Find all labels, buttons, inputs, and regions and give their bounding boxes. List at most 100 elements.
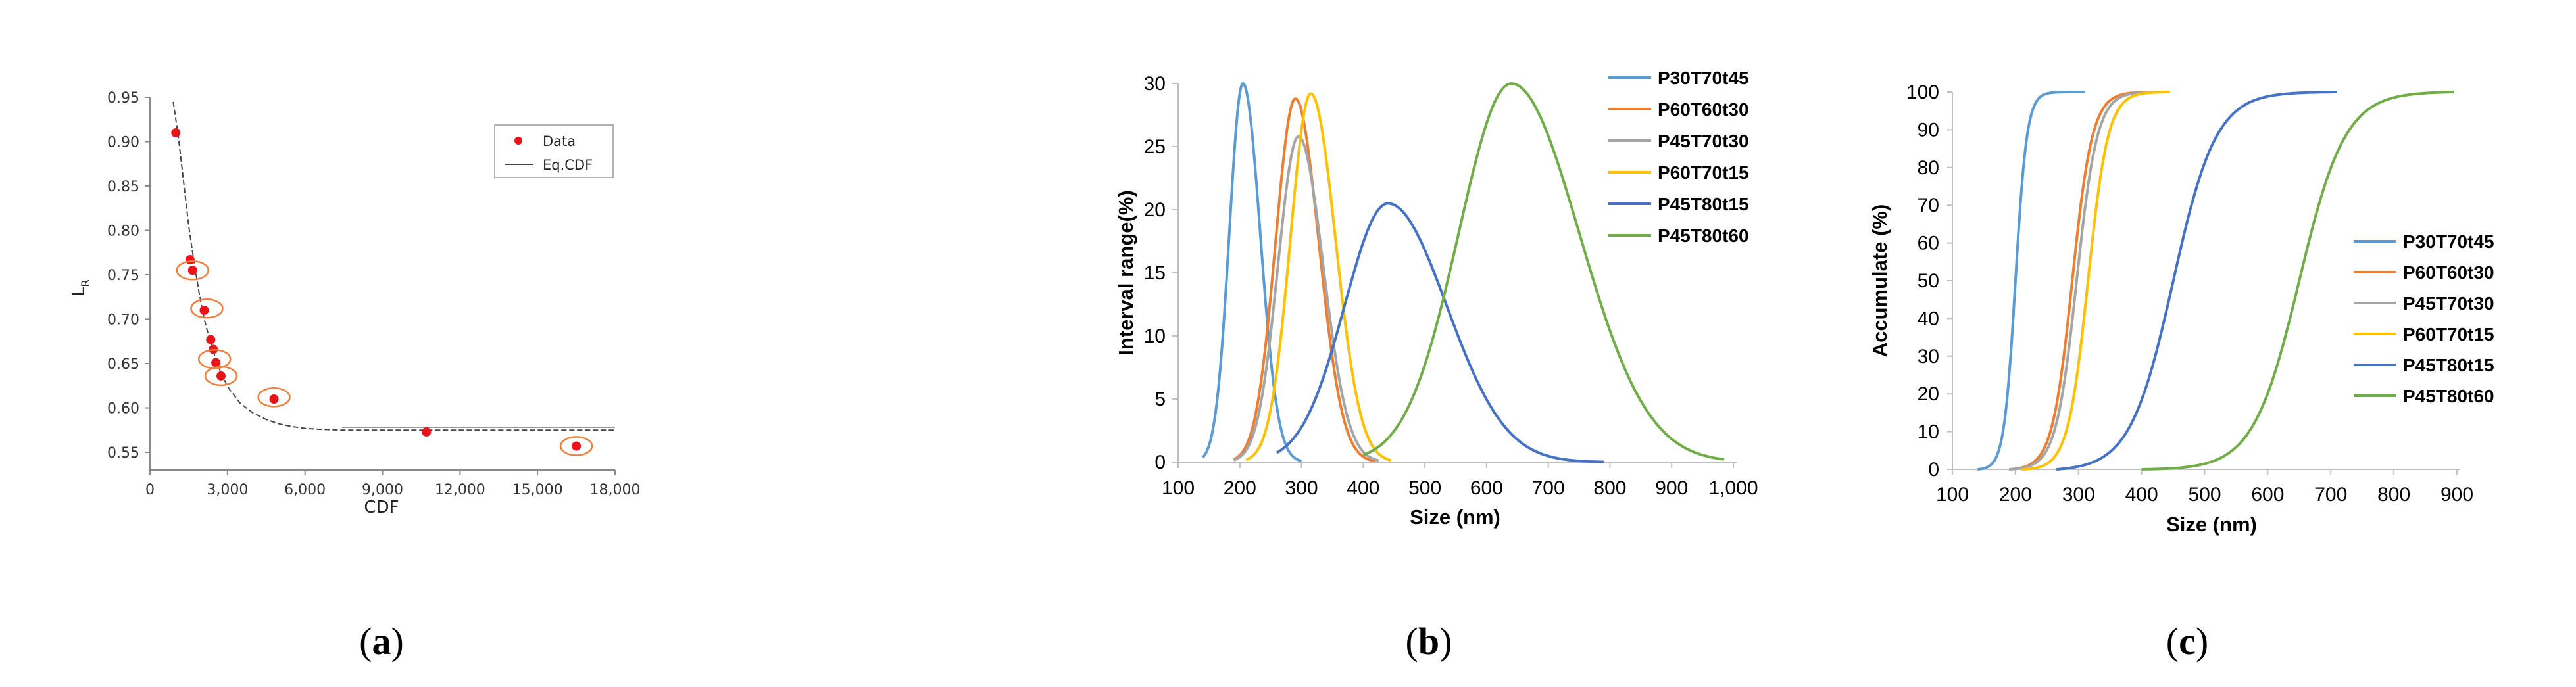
panel-c-legend-label: P60T60t30	[2403, 262, 2494, 283]
panel-a-x-tick-label: 9,000	[362, 482, 403, 498]
panel-c-series-p45t80t15	[2056, 91, 2337, 471]
panel-c-y-tick-label: 70	[1918, 195, 1939, 216]
panel-b-y-tick-label: 30	[1144, 73, 1166, 95]
panel-c-y-tick-label: 30	[1918, 346, 1939, 367]
panel-a-x-tick-label: 12,000	[435, 482, 485, 498]
panel-c-x-tick-label: 500	[2188, 484, 2221, 506]
panel-a-y-tick-label: 0.85	[107, 179, 139, 195]
panel-b-y-tick-label: 10	[1144, 325, 1166, 347]
panel-c-series-p45t80t60	[2141, 91, 2454, 471]
panel-a-legend: Data Eq.CDF	[494, 124, 614, 178]
panel-c-legend-label: P60T70t15	[2403, 324, 2494, 344]
panel-a-data-point	[422, 427, 432, 437]
panel-a-data-point	[199, 306, 209, 315]
panel-a-y-tick-label: 0.55	[107, 445, 139, 462]
panel-b-legend-label: P60T70t15	[1658, 162, 1749, 183]
panel-b-x-tick-label: 800	[1593, 477, 1626, 499]
panel-a-y-axis-subscript: R	[80, 279, 93, 287]
panel-c-chart: 100 200 300 400 500 600 700 800 900 0 10 20 30 40 50 60…	[1868, 82, 2494, 536]
panel-a-highlight-circle	[559, 436, 593, 456]
panel-a-data-point	[216, 371, 226, 381]
panel-c-series-p60t70t15	[2021, 91, 2170, 471]
panel-b-series-p60t60t30	[1233, 97, 1376, 463]
panel-a-y-axis-title: LR	[69, 279, 93, 297]
panel-b-legend-label: P45T80t60	[1658, 225, 1749, 246]
panel-b-x-tick-label: 900	[1655, 477, 1688, 499]
panel-b-chart: 100 200 300 400 500 600 700 800 900 1,000 0 5 10 15 20…	[1114, 68, 1758, 529]
panel-c-x-tick-label: 600	[2251, 484, 2284, 506]
panel-b-series-p45t80t15	[1276, 202, 1604, 463]
panel-c-y-tick-label: 60	[1918, 233, 1939, 254]
panel-c-x-tick-label: 400	[2125, 484, 2158, 506]
panel-b-series-p60t70t15	[1245, 92, 1391, 462]
panel-c-series-p30t70t45	[1977, 91, 2085, 471]
panel-a-chart: 0 3,000 6,000 9,000 12,000 15,000 18,000 0.55 0.…	[69, 90, 640, 517]
panel-b-legend: P30T70t45 P60T60t30 P45T70t30 P60T70t15 P45T…	[1608, 68, 1749, 246]
panel-c-x-tick-label: 700	[2314, 484, 2347, 506]
panel-a-data-point	[206, 335, 216, 344]
panel-c-y-tick-label: 0	[1928, 459, 1939, 481]
panel-b-y-axis-title: Interval range(%)	[1114, 190, 1137, 356]
panel-b-x-tick-label: 700	[1532, 477, 1565, 499]
panel-c-x-tick-label: 900	[2440, 484, 2473, 506]
panel-b-x-tick-label: 1,000	[1708, 477, 1758, 499]
panel-a-legend-data-marker	[514, 137, 522, 145]
panel-c-series-p45t70t30	[2009, 91, 2161, 471]
panel-b-y-tick-label: 25	[1144, 136, 1166, 158]
panel-b-legend-label: P30T70t45	[1658, 68, 1749, 88]
panel-b-legend-label: P45T80t15	[1658, 194, 1749, 214]
panel-a-highlight-circle	[257, 387, 291, 408]
panel-c-y-tick-label: 80	[1918, 157, 1939, 179]
panel-c-label: (c)	[2166, 620, 2208, 663]
panel-b-x-tick-label: 600	[1470, 477, 1503, 499]
panel-a-data-point	[572, 441, 582, 451]
panel-a-data-point	[269, 394, 279, 404]
panel-a-highlight-circle	[204, 366, 238, 387]
panel-a-x-axis-title: CDF	[364, 498, 399, 517]
panel-b-series-p45t70t30	[1233, 135, 1379, 462]
panel-a-legend-data-label: Data	[543, 133, 576, 149]
panel-c-x-tick-label: 300	[2062, 484, 2095, 506]
panel-a-data-point	[211, 358, 221, 367]
panel-b-label: (b)	[1406, 620, 1452, 663]
panel-c-x-tick-label: 800	[2377, 484, 2410, 506]
panel-a-y-tick-label: 0.60	[107, 401, 139, 417]
panel-b-y-tick-label: 5	[1154, 389, 1166, 410]
panel-b-series-p30t70t45	[1202, 82, 1302, 463]
panel-a-x-tick-label: 0	[145, 482, 155, 498]
panel-c-y-tick-label: 100	[1906, 82, 1939, 103]
panel-c-legend-label: P45T80t60	[2403, 386, 2494, 406]
panel-b-x-tick-label: 500	[1408, 477, 1441, 499]
panel-a-data-point	[187, 266, 197, 275]
panel-a-y-tick-label: 0.75	[107, 268, 139, 284]
panel-c-legend: P30T70t45 P60T60t30 P45T70t30 P60T70t15 P45T…	[2354, 231, 2494, 406]
panel-a-x-tick-label: 18,000	[590, 482, 641, 498]
panel-c-legend-label: P30T70t45	[2403, 231, 2494, 252]
panel-a-x-tick-label: 15,000	[512, 482, 563, 498]
panel-a-data-point	[185, 255, 195, 265]
panel-a-y-tick-label: 0.65	[107, 356, 139, 373]
panel-b-x-tick-label: 200	[1224, 477, 1256, 499]
panel-a-legend-fit-label: Eq.CDF	[543, 157, 593, 173]
panel-b-x-tick-label: 100	[1162, 477, 1195, 499]
panel-b-series-p45t80t60	[1362, 82, 1725, 461]
panel-a-x-tick-label: 6,000	[284, 482, 326, 498]
panel-a-y-tick-label: 0.80	[107, 224, 139, 240]
panel-b-legend-label: P45T70t30	[1658, 131, 1749, 151]
panel-b-y-tick-label: 20	[1144, 199, 1166, 221]
panel-c-x-tick-label: 200	[1999, 484, 2032, 506]
panel-b-x-axis-title: Size (nm)	[1410, 506, 1500, 529]
panel-a-y-tick-label: 0.70	[107, 312, 139, 329]
panel-c-x-tick-label: 100	[1936, 484, 1969, 506]
panel-c-legend-label: P45T70t30	[2403, 293, 2494, 314]
panel-c-y-tick-label: 90	[1918, 119, 1939, 141]
panel-c-y-tick-label: 20	[1918, 383, 1939, 405]
panel-c-y-tick-label: 50	[1918, 270, 1939, 292]
panel-a-data-point	[171, 128, 181, 137]
panel-c-y-tick-label: 40	[1918, 308, 1939, 329]
panel-a-highlight-circle	[190, 298, 224, 319]
panel-a-label: (a)	[359, 620, 404, 663]
panel-b-y-tick-label: 0	[1154, 452, 1166, 473]
panel-c-series-p60t60t30	[2009, 91, 2154, 471]
panel-c-y-tick-label: 10	[1918, 421, 1939, 443]
